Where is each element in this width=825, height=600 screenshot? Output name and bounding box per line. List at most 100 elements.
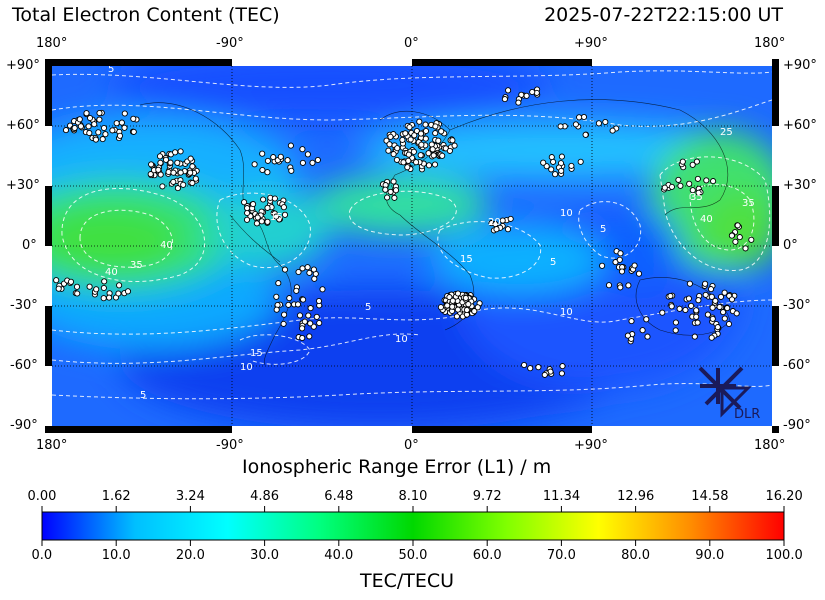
station-marker (192, 175, 199, 182)
station-marker (439, 152, 446, 159)
station-marker (493, 226, 500, 233)
x-tick-top-2: -90° (216, 36, 244, 51)
contour-label: 5 (365, 302, 371, 313)
station-marker (392, 187, 400, 194)
station-marker (264, 169, 271, 176)
station-marker (748, 236, 755, 243)
station-marker (679, 158, 686, 165)
contour-label: 15 (270, 212, 283, 223)
station-marker (405, 151, 412, 158)
x-tick-bottom-4: +90° (574, 438, 608, 453)
station-marker (599, 262, 606, 269)
station-marker (277, 153, 284, 160)
station-marker (499, 217, 506, 224)
station-marker (118, 119, 125, 126)
station-marker (635, 270, 643, 277)
station-marker (446, 294, 453, 301)
y-tick-left-1: +90° (6, 58, 40, 73)
station-marker (702, 280, 709, 287)
station-marker (550, 158, 557, 165)
station-marker (275, 280, 282, 287)
x-tick-top-1: 180° (36, 36, 68, 51)
station-marker (732, 238, 739, 245)
station-marker (53, 277, 60, 284)
contour-label: 15 (460, 254, 473, 265)
station-marker (167, 159, 174, 166)
station-marker (672, 327, 679, 334)
contour-label: 35 (742, 198, 755, 209)
station-marker (273, 213, 280, 220)
station-marker (187, 155, 194, 162)
station-marker (96, 109, 103, 117)
station-marker (254, 214, 261, 221)
station-marker (116, 132, 124, 139)
station-marker (384, 194, 391, 201)
station-marker (189, 163, 196, 170)
station-marker (693, 158, 700, 165)
station-marker (130, 128, 137, 135)
colorbar-bottom-tick-label: 90.0 (695, 548, 725, 563)
x-tick-top-4: +90° (574, 36, 608, 51)
colorbar-gradient (41, 511, 785, 541)
station-marker (314, 156, 321, 164)
station-marker (474, 304, 481, 311)
colorbar-top-tick-label: 14.58 (691, 489, 729, 504)
station-marker (449, 137, 456, 144)
station-marker (541, 371, 548, 378)
station-marker (116, 282, 123, 289)
station-marker (394, 145, 401, 152)
station-marker (595, 120, 602, 127)
station-marker (405, 157, 412, 164)
station-marker (708, 293, 715, 300)
colorbar-bottom-tick-label: 10.0 (101, 548, 131, 563)
station-marker (315, 297, 323, 305)
station-marker (463, 306, 470, 314)
contour-label: 5 (108, 64, 114, 75)
station-marker (453, 313, 460, 320)
station-marker (639, 327, 646, 334)
y-tick-right-2: +60° (783, 118, 817, 133)
station-marker (385, 147, 392, 154)
station-marker (559, 363, 566, 370)
graticule (52, 66, 772, 426)
station-marker (172, 149, 179, 156)
station-marker (688, 302, 695, 309)
station-marker (505, 87, 512, 94)
station-marker (625, 282, 632, 289)
station-marker (73, 283, 81, 290)
station-marker (582, 131, 589, 138)
station-marker (676, 305, 683, 312)
station-marker (432, 123, 439, 130)
station-marker (299, 265, 306, 272)
colorbar-ticks (41, 506, 785, 546)
station-marker (155, 166, 162, 173)
station-marker (273, 306, 280, 313)
station-marker (736, 234, 743, 241)
colorbar-top-tick-label: 12.96 (617, 489, 655, 504)
station-marker (319, 286, 326, 293)
station-marker (557, 123, 564, 130)
station-marker (689, 161, 696, 168)
station-marker (693, 307, 700, 314)
station-marker (174, 185, 181, 192)
station-marker (55, 285, 62, 292)
station-marker (558, 153, 565, 160)
station-marker (507, 215, 514, 222)
station-marker (527, 365, 534, 372)
station-marker (77, 123, 84, 130)
station-marker (728, 232, 735, 239)
station-marker (558, 167, 565, 174)
y-tick-left-3: +30° (6, 178, 40, 193)
station-marker (86, 129, 93, 137)
station-marker (552, 171, 559, 178)
station-marker (85, 123, 92, 130)
station-marker (404, 164, 411, 171)
y-tick-left-7: -90° (10, 418, 38, 433)
station-marker (444, 302, 451, 309)
station-marker (703, 177, 710, 184)
colorbar-top-tick-label: 1.62 (101, 489, 131, 504)
x-tick-top-3: 0° (404, 36, 419, 51)
station-marker (159, 183, 166, 190)
y-tick-right-4: 0° (783, 238, 798, 253)
station-marker (170, 169, 177, 176)
